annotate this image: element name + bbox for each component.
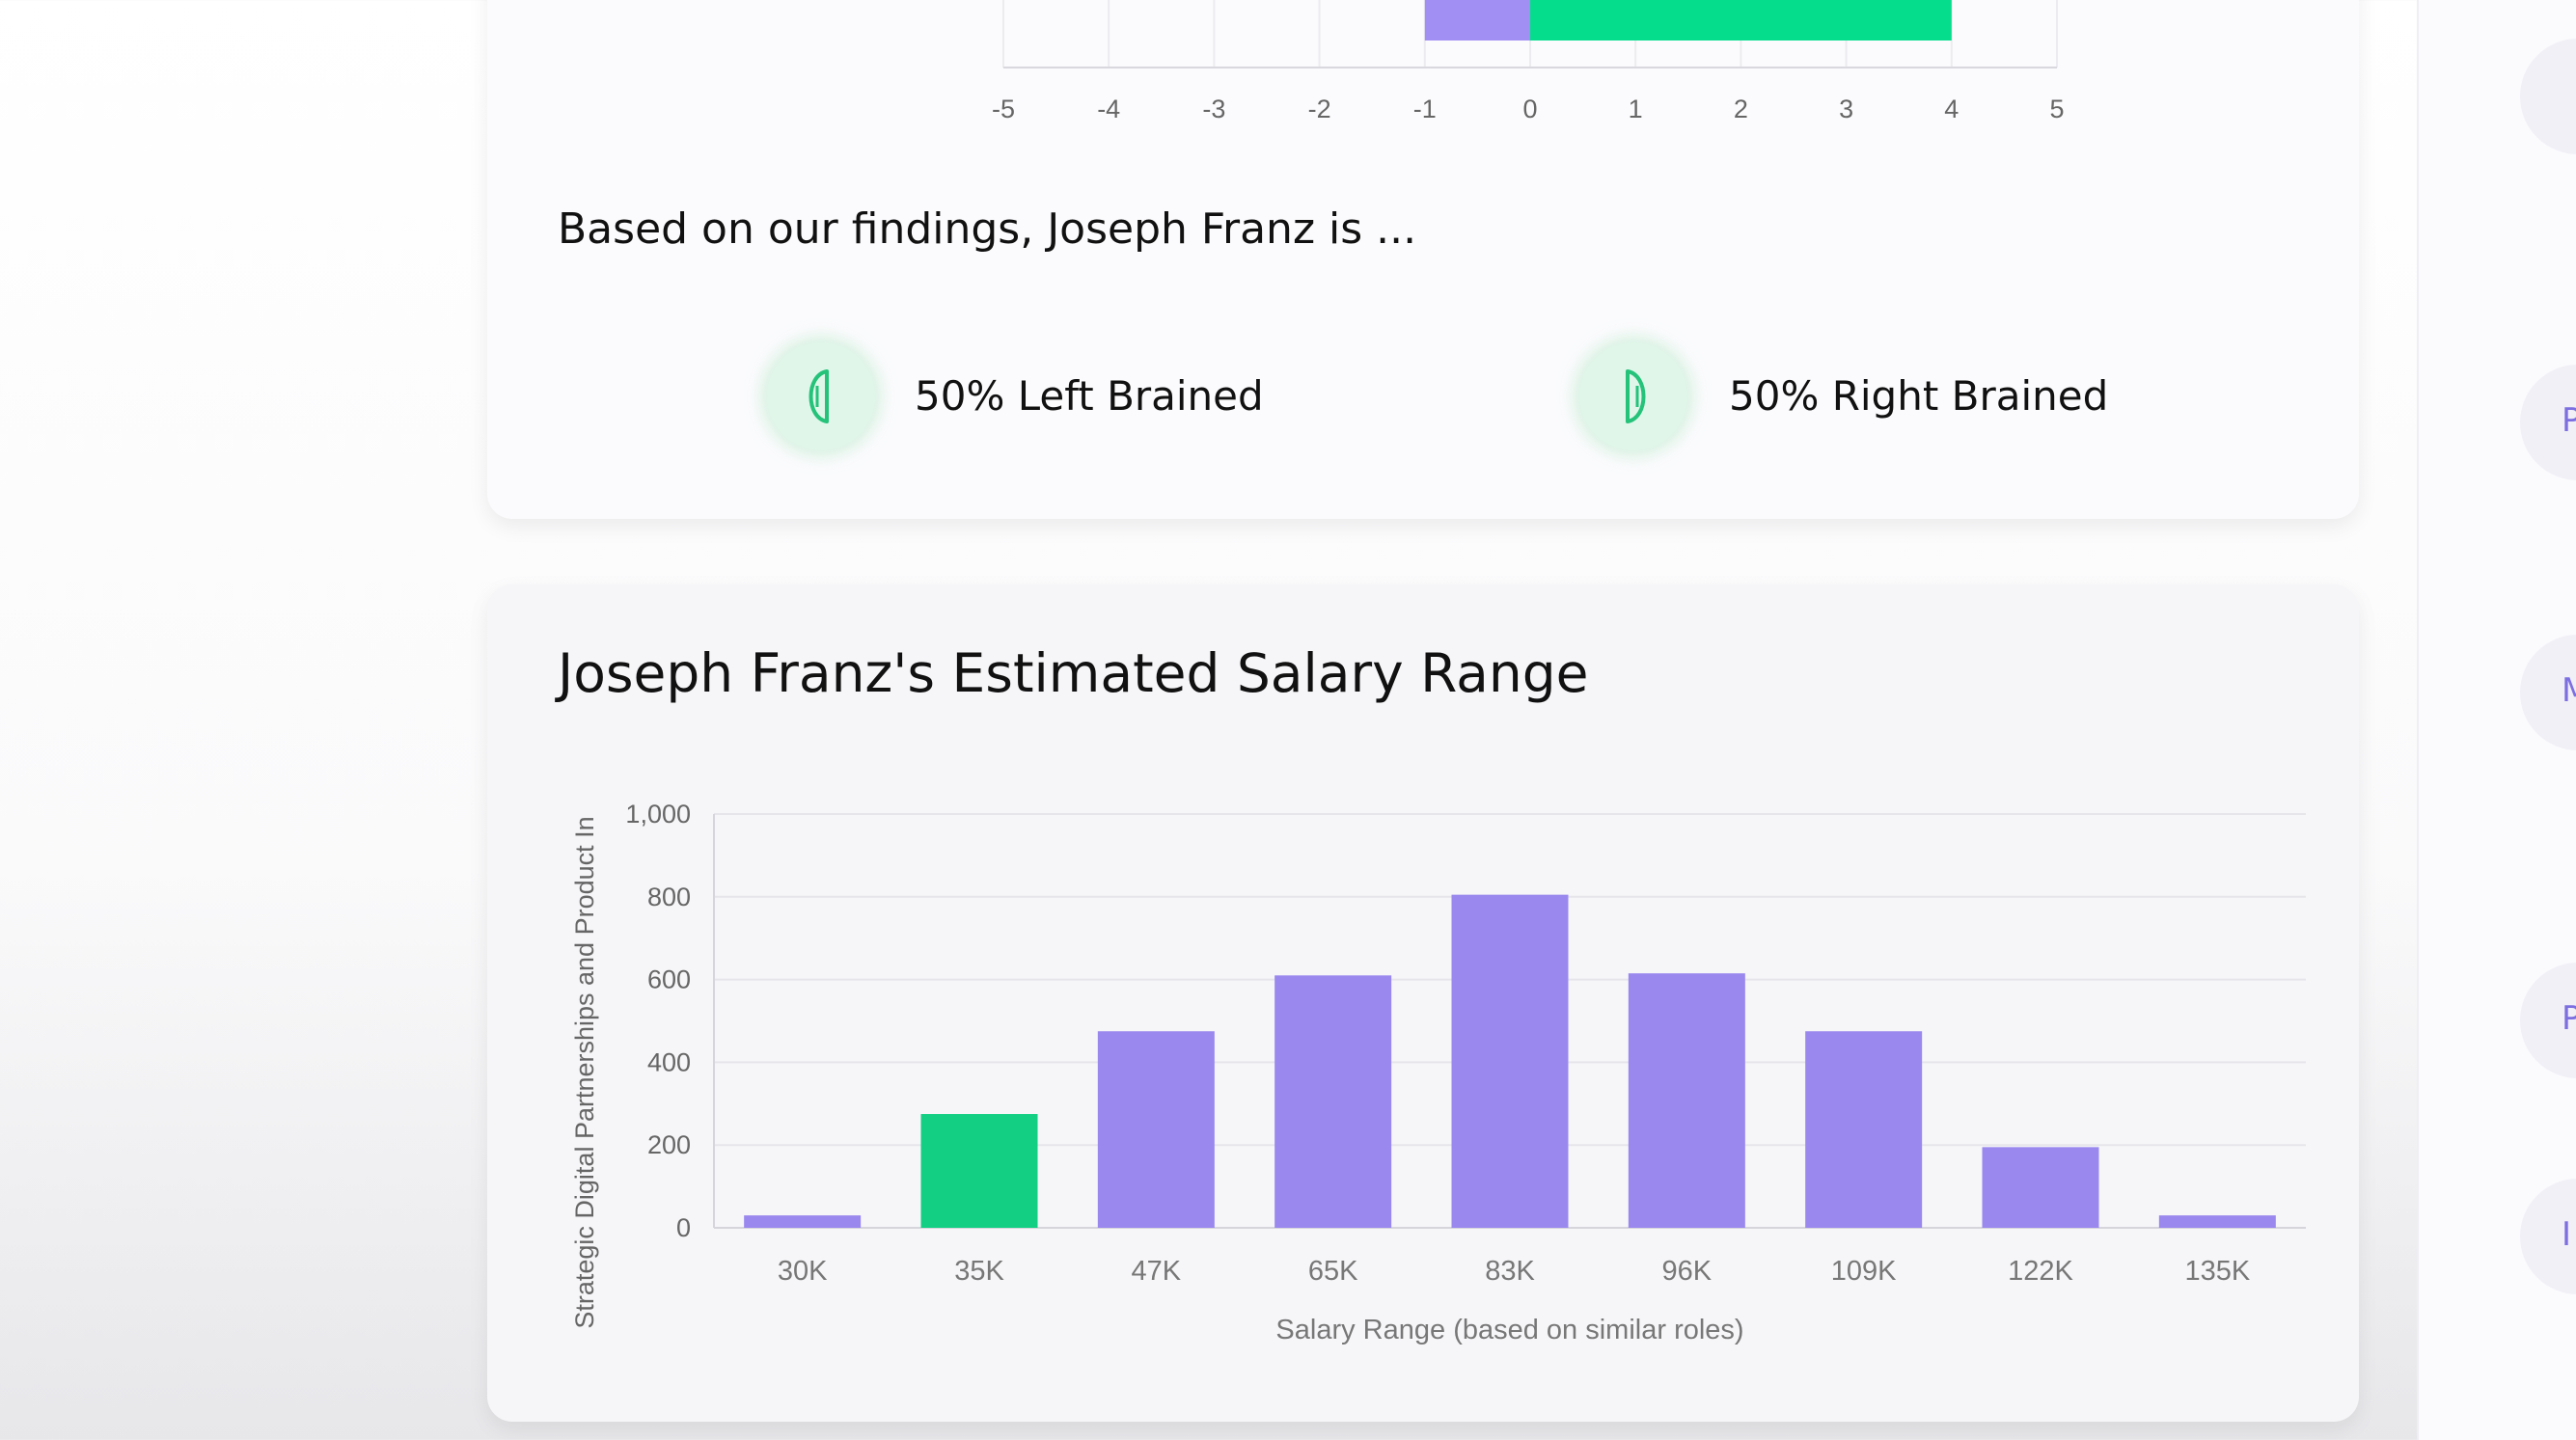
top-x-tick-label: -4 bbox=[1097, 95, 1120, 123]
salary-y-tick-label: 400 bbox=[647, 1047, 691, 1076]
top-bar bbox=[1424, 0, 1530, 41]
salary-y-tick-label: 200 bbox=[647, 1130, 691, 1159]
top-x-tick-label: 2 bbox=[1734, 95, 1748, 123]
salary-x-tick-label: 135K bbox=[2184, 1256, 2250, 1287]
salary-x-tick-label: 109K bbox=[1831, 1256, 1897, 1287]
salary-x-tick-label: 35K bbox=[954, 1256, 1004, 1287]
right-brain-icon bbox=[1579, 342, 1687, 450]
side-panel-letter: P bbox=[2562, 401, 2576, 440]
salary-x-tick-label: 65K bbox=[1308, 1256, 1358, 1287]
salary-bar bbox=[2158, 1215, 2276, 1228]
salary-x-tick-label: 96K bbox=[1662, 1256, 1713, 1287]
salary-bar bbox=[920, 1114, 1038, 1228]
salary-bar bbox=[1805, 1031, 1923, 1228]
salary-y-tick-label: 0 bbox=[676, 1213, 691, 1242]
top-x-tick-label: -3 bbox=[1202, 95, 1225, 123]
top-x-tick-label: 4 bbox=[1944, 95, 1959, 123]
left-brain-icon bbox=[767, 342, 875, 450]
top-x-tick-label: -2 bbox=[1308, 95, 1331, 123]
salary-x-tick-label: 122K bbox=[2008, 1256, 2073, 1287]
salary-bar bbox=[744, 1215, 862, 1228]
salary-bar bbox=[1628, 973, 1745, 1228]
salary-x-tick-label: 83K bbox=[1485, 1256, 1535, 1287]
salary-x-axis-title: Salary Range (based on similar roles) bbox=[1275, 1315, 1743, 1345]
top-bar bbox=[1530, 0, 1952, 41]
salary-y-tick-label: 1,000 bbox=[625, 800, 691, 829]
side-panel-letter: I bbox=[2562, 1215, 2572, 1254]
salary-card bbox=[487, 584, 2359, 1422]
top-x-tick-label: 1 bbox=[1629, 95, 1643, 123]
side-panel-letter: P bbox=[2562, 999, 2576, 1038]
top-x-tick-label: 3 bbox=[1839, 95, 1853, 123]
findings-text: Based on our findings, Joseph Franz is .… bbox=[558, 204, 1417, 254]
salary-y-tick-label: 600 bbox=[647, 965, 691, 994]
right-brained-label: 50% Right Brained bbox=[1729, 372, 2109, 420]
side-panel-letter: M bbox=[2562, 671, 2576, 710]
top-x-tick-label: -1 bbox=[1413, 95, 1437, 123]
salary-bar bbox=[1982, 1147, 2099, 1228]
salary-x-tick-label: 47K bbox=[1132, 1256, 1182, 1287]
salary-y-tick-label: 800 bbox=[647, 883, 691, 911]
salary-bar bbox=[1274, 975, 1392, 1228]
top-x-tick-label: -5 bbox=[992, 95, 1015, 123]
top-x-tick-label: 0 bbox=[1522, 95, 1537, 123]
salary-bar bbox=[1097, 1031, 1215, 1228]
top-x-tick-label: 5 bbox=[2049, 95, 2064, 123]
left-brained-label: 50% Left Brained bbox=[915, 372, 1264, 420]
salary-x-tick-label: 30K bbox=[778, 1256, 828, 1287]
salary-y-axis-title: Strategic Digital Partnerships and Produ… bbox=[570, 816, 599, 1328]
salary-title: Joseph Franz's Estimated Salary Range bbox=[558, 642, 1589, 704]
brain-score-chart: -5 -4 -3 -2 -1 0 1 2 3 4 5 bbox=[992, 0, 2065, 123]
salary-bar bbox=[1451, 894, 1569, 1228]
